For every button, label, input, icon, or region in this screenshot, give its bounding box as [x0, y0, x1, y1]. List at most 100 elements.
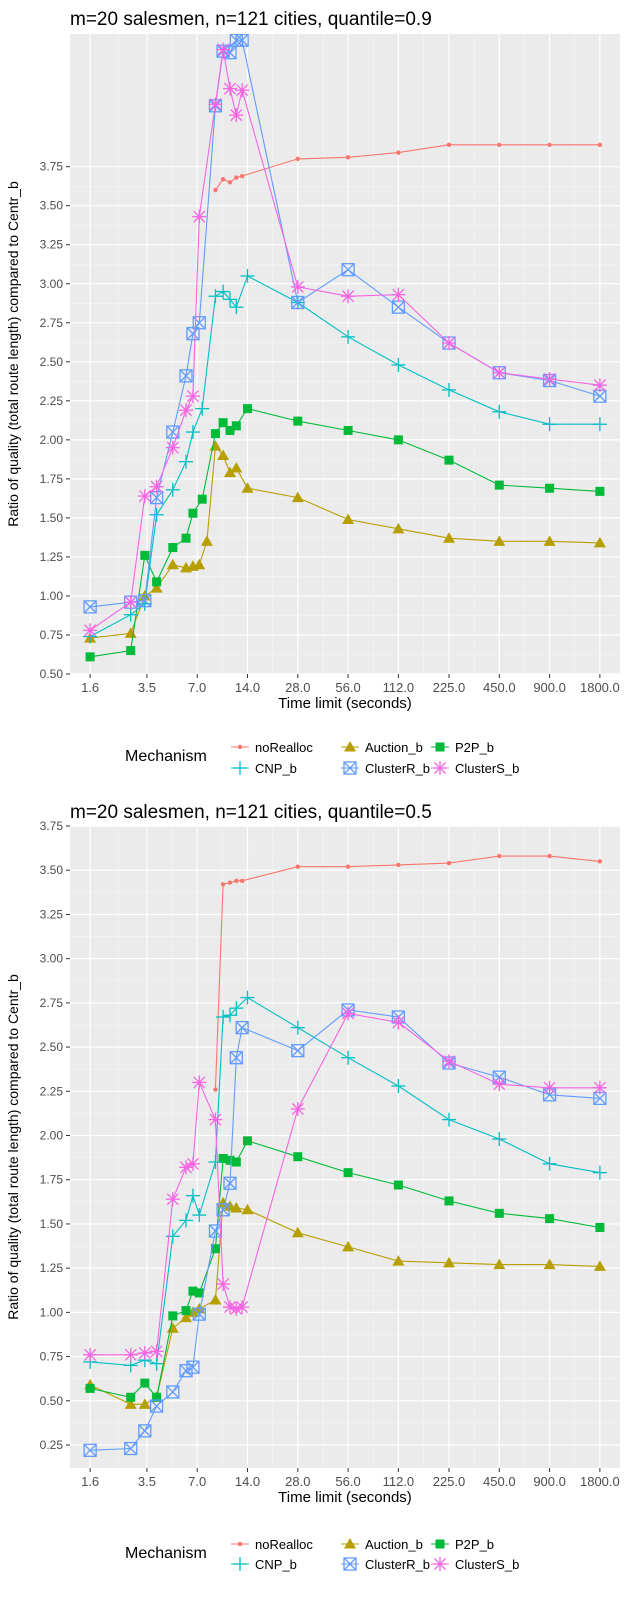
q09-point-clusters-b	[137, 489, 152, 504]
q09-point-p2p-b	[225, 425, 235, 435]
q09-legend-item-clusters-b: ClusterS_b	[431, 761, 519, 776]
q09-point-clusters-b	[592, 378, 607, 393]
q09-point-clusters-b	[229, 108, 244, 123]
q09-x-tick-label: 1.6	[81, 680, 99, 695]
q09-series-cnp-b	[83, 268, 607, 644]
q09-point-clusterr-b	[235, 34, 249, 47]
q09-legend: Mechanism noRealloc Auction_b P2P_b CNP_b Clu…	[125, 740, 519, 776]
q09-point-cnp-b	[229, 300, 244, 315]
q09-legend-key-norealloc	[237, 744, 243, 750]
q05-legend-key-clusters-b	[433, 1557, 447, 1571]
q05-point-cnp-b	[192, 1208, 207, 1223]
q09-point-cnp-b	[223, 292, 238, 307]
q09-y-axis-label: Ratio of quality (total route length) co…	[5, 181, 21, 527]
q09-legend-label: ClusterS_b	[455, 761, 519, 776]
q05-x-tick-label: 1.6	[81, 1474, 99, 1489]
q09-x-tick-label: 450.0	[483, 680, 516, 695]
q09-point-cnp-b	[341, 329, 356, 344]
q05-legend: Mechanism noRealloc Auction_b P2P_b CNP_b Clu…	[125, 1537, 519, 1572]
q09-point-clusterr-b	[138, 593, 152, 608]
q05-point-clusterr-b	[149, 1399, 164, 1413]
q09-legend-key-clusterr-b	[343, 761, 357, 775]
q09-legend-title: Mechanism	[125, 748, 207, 765]
q09-y-tick-label: 2.50	[40, 355, 64, 369]
q09-point-clusters-b	[185, 389, 200, 404]
chart-quantile-0-9: m=20 salesmen, n=121 cities, quantile=0.…	[5, 9, 620, 776]
q09-series-clusters-b	[83, 42, 607, 638]
q05-point-clusters-b	[492, 1077, 507, 1092]
q05-point-p2p-b	[126, 1392, 136, 1402]
q05-y-axis-label: Ratio of quality (total route length) co…	[5, 974, 21, 1320]
q05-point-auction-b	[217, 1196, 230, 1208]
q05-legend-item-p2p-b: P2P_b	[431, 1537, 494, 1552]
q09-point-clusters-b	[492, 365, 507, 380]
q09-point-p2p-b	[231, 421, 241, 431]
q05-point-clusterr-b	[186, 1360, 200, 1374]
q05-legend-label: CNP_b	[255, 1557, 297, 1572]
q05-point-cnp-b	[492, 1132, 507, 1147]
q09-point-p2p-b	[494, 480, 504, 490]
q05-point-cnp-b	[229, 1001, 244, 1016]
q09-point-norealloc	[227, 180, 233, 185]
q09-legend-label: Auction_b	[365, 740, 423, 755]
q05-x-tick-label: 900.0	[533, 1474, 566, 1489]
q09-point-p2p-b	[152, 577, 162, 587]
q09-x-tick-label: 3.5	[138, 680, 156, 695]
q09-y-tick-label: 1.75	[40, 472, 64, 486]
q09-x-tick-label: 112.0	[383, 680, 415, 695]
q09-point-cnp-b	[542, 417, 557, 432]
q09-point-auction-b	[217, 449, 230, 460]
q09-point-p2p-b	[140, 550, 150, 560]
q05-legend-item-auction-b: Auction_b	[341, 1537, 423, 1552]
q05-point-p2p-b	[243, 1136, 253, 1146]
q05-point-norealloc	[396, 862, 401, 868]
q09-point-p2p-b	[595, 486, 605, 496]
q09-point-clusters-b	[542, 371, 557, 386]
q09-point-norealloc	[547, 142, 552, 148]
q05-point-auction-b	[241, 1203, 254, 1215]
q09-x-tick-label: 56.0	[335, 680, 360, 695]
q09-point-p2p-b	[197, 494, 207, 504]
q09-point-clusters-b	[391, 287, 406, 302]
q09-point-clusters-b	[442, 336, 457, 351]
q05-point-cnp-b	[165, 1229, 180, 1244]
q09-y-tick-label: 3.25	[40, 238, 64, 252]
q05-data-layer	[83, 853, 607, 1457]
q09-series-norealloc	[213, 142, 603, 193]
q09-legend-key-cnp-b	[233, 761, 247, 775]
q09-point-clusters-b	[165, 440, 180, 455]
q09-point-clusterr-b	[179, 369, 193, 383]
q09-point-norealloc	[234, 175, 239, 180]
q09-series-p2p-b	[85, 404, 605, 662]
q05-point-norealloc	[547, 853, 552, 859]
q09-point-clusters-b	[179, 403, 194, 418]
q05-point-auction-b	[493, 1258, 506, 1270]
q05-point-clusterr-b	[166, 1385, 180, 1399]
q05-point-auction-b	[124, 1398, 137, 1409]
q09-point-norealloc	[497, 142, 502, 148]
q05-y-tick-label: 2.25	[40, 1084, 64, 1098]
q09-legend-label: P2P_b	[455, 740, 494, 755]
q09-point-cnp-b	[179, 454, 194, 469]
q09-point-p2p-b	[343, 425, 353, 435]
q05-legend-key-p2p-b	[435, 1539, 445, 1549]
q05-point-clusterr-b	[208, 1224, 223, 1238]
q05-series-norealloc	[213, 853, 603, 1092]
q09-y-tick-label: 2.00	[40, 433, 64, 447]
q09-point-auction-b	[166, 558, 179, 570]
q09-point-cnp-b	[592, 417, 607, 432]
q05-x-tick-label: 3.5	[138, 1474, 156, 1489]
q09-point-auction-b	[241, 482, 254, 493]
q09-point-auction-b	[124, 627, 137, 638]
q05-point-p2p-b	[225, 1155, 235, 1165]
q09-point-clusters-b	[123, 595, 138, 610]
q05-point-clusterr-b	[192, 1307, 206, 1321]
q05-legend-item-norealloc: noRealloc	[231, 1537, 313, 1552]
q05-point-clusters-b	[391, 1015, 406, 1030]
q05-point-clusterr-b	[235, 1020, 249, 1035]
q09-point-p2p-b	[181, 533, 191, 543]
q05-plot-background	[70, 826, 620, 1468]
q05-point-cnp-b	[223, 1008, 238, 1023]
chart-panel-quantile-0-5: m=20 salesmen, n=121 cities, quantile=0.…	[0, 802, 629, 1603]
q05-point-auction-b	[138, 1398, 151, 1409]
